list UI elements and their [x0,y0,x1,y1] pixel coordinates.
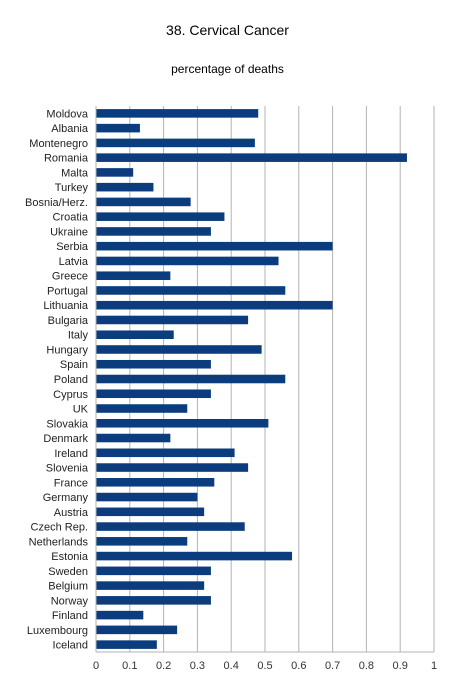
x-tick-label: 0.4 [224,660,239,672]
bar [96,197,191,207]
x-tick-label: 0.6 [291,660,306,672]
category-label: Ireland [54,448,88,460]
x-tick-label: 0.9 [393,660,408,672]
bar [96,212,225,221]
category-label: Malta [61,167,89,179]
category-label: Moldova [46,108,88,120]
category-label: Bosnia/Herz. [25,197,88,209]
category-label: Cyprus [53,389,88,401]
category-label: Lithuania [43,300,89,312]
category-label: Greece [52,271,88,283]
category-label: Denmark [43,433,88,445]
bar [96,537,188,546]
category-label: Estonia [51,551,89,563]
bar [96,271,171,280]
bar [96,182,154,192]
bar [96,389,211,399]
x-tick-labels: 0 0.1 0.2 0.3 0.4 0.5 0.6 0.7 0.8 0.9 1 [93,660,437,672]
x-tick-label: 0.3 [190,660,205,672]
category-label: Turkey [55,182,89,194]
category-label: Czech Rep. [31,522,88,534]
category-label: Montenegro [29,138,88,150]
bar [96,433,171,443]
category-label: Netherlands [29,536,89,548]
bar [96,478,215,487]
bar [96,566,211,576]
category-label: Finland [52,610,88,622]
category-label: Poland [54,374,88,386]
x-tick-label: 1 [431,660,437,672]
category-label: Austria [54,507,89,519]
x-tick-label: 0.2 [156,660,171,672]
bar [96,359,211,369]
bar [96,448,235,458]
bar [96,256,279,266]
x-tick-label: 0.7 [325,660,340,672]
bars [96,109,407,649]
bar [96,330,174,340]
bar [96,522,245,531]
category-label: Luxembourg [27,625,88,637]
category-label: Italy [68,330,89,342]
bar [96,404,188,413]
bar [96,625,178,635]
category-label: Portugal [47,285,88,297]
x-tick-label: 0.8 [359,660,374,672]
bar [96,300,333,310]
category-label: Belgium [48,581,88,593]
axes [95,106,434,653]
bar [96,286,286,295]
bar [96,227,211,236]
gridlines [129,106,435,652]
category-label: Romania [44,153,89,165]
category-label: Croatia [53,212,89,224]
category-label: Sweden [48,566,88,578]
chart-title: 38. Cervical Cancer [166,22,289,38]
bar [96,123,140,133]
chart-subtitle: percentage of deaths [171,62,284,76]
category-label: Serbia [56,241,89,253]
category-label: Latvia [59,256,89,268]
bar [96,507,205,517]
bar [96,492,198,502]
bar [96,168,134,177]
x-tick-label: 0 [93,660,99,672]
bar [96,138,255,148]
bar [96,241,333,251]
category-label: Iceland [53,640,88,652]
bar [96,315,249,325]
category-label: Bulgaria [48,315,89,327]
category-label: Ukraine [50,226,88,238]
bar [96,551,293,561]
category-label: France [54,477,88,489]
bar [96,345,262,354]
bar [96,581,205,590]
category-label: Albania [51,123,89,135]
bar [96,610,144,620]
bar [96,596,211,605]
bar [96,640,157,649]
category-label: Germany [43,492,89,504]
category-labels: Moldova Albania Montenegro Romania Malta Turk… [25,108,89,651]
bar [96,463,249,472]
category-label: Norway [51,595,89,607]
x-tick-label: 0.5 [257,660,272,672]
x-tick-label: 0.1 [122,660,137,672]
category-label: Slovakia [46,418,88,430]
bar [96,153,407,162]
category-label: Hungary [46,344,88,356]
bar [96,418,269,428]
category-label: UK [73,404,89,416]
bar [96,109,259,118]
category-label: Spain [60,359,88,371]
bar [96,374,286,384]
category-label: Slovenia [46,463,89,475]
